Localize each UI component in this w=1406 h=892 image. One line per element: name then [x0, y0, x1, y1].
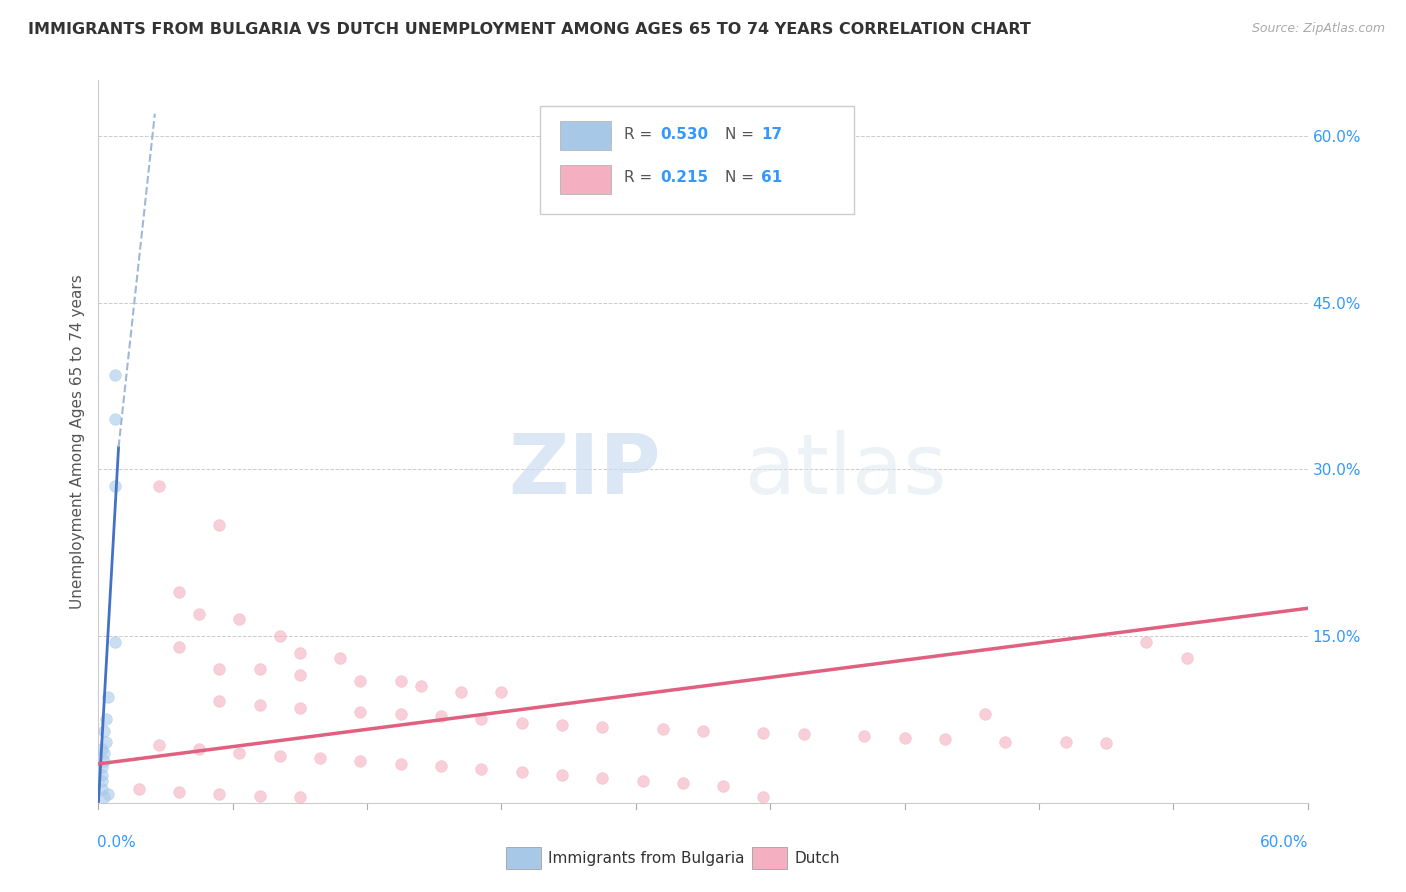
Point: [711, 779, 734, 793]
Point: [91, 760, 114, 774]
Text: 0.215: 0.215: [661, 170, 709, 186]
Point: [389, 756, 412, 771]
Point: [329, 651, 352, 665]
Text: N =: N =: [724, 127, 759, 142]
FancyBboxPatch shape: [561, 121, 612, 151]
Text: N =: N =: [724, 170, 759, 186]
Point: [470, 763, 492, 777]
Point: [430, 759, 453, 773]
Point: [96, 734, 118, 748]
Point: [409, 679, 432, 693]
Point: [167, 640, 190, 655]
Point: [96, 713, 118, 727]
Text: 61: 61: [761, 170, 782, 186]
Point: [91, 768, 114, 782]
Text: Immigrants from Bulgaria: Immigrants from Bulgaria: [548, 851, 745, 865]
FancyBboxPatch shape: [561, 165, 612, 194]
Point: [103, 479, 125, 493]
Point: [631, 773, 654, 788]
Point: [309, 751, 332, 765]
Point: [510, 715, 533, 730]
Text: R =: R =: [624, 170, 658, 186]
Text: Source: ZipAtlas.com: Source: ZipAtlas.com: [1251, 22, 1385, 36]
Text: atlas: atlas: [745, 430, 948, 511]
Point: [692, 723, 714, 738]
Point: [1175, 651, 1198, 665]
Point: [148, 738, 170, 752]
Point: [91, 742, 114, 756]
Point: [349, 673, 371, 688]
Text: 17: 17: [761, 127, 782, 142]
Point: [974, 706, 997, 721]
FancyBboxPatch shape: [540, 105, 855, 214]
Point: [994, 734, 1017, 748]
Point: [1095, 736, 1118, 750]
Text: ZIP: ZIP: [508, 430, 661, 511]
Point: [651, 723, 673, 737]
Point: [97, 690, 120, 705]
Point: [389, 673, 412, 688]
Point: [672, 776, 695, 790]
Point: [470, 713, 492, 727]
Point: [103, 412, 125, 426]
Point: [752, 725, 775, 739]
Point: [288, 668, 311, 682]
Point: [167, 785, 190, 799]
Text: Dutch: Dutch: [794, 851, 839, 865]
Point: [288, 646, 311, 660]
Point: [188, 742, 211, 756]
Point: [430, 709, 453, 723]
Point: [551, 718, 574, 732]
Point: [349, 705, 371, 719]
Point: [228, 746, 250, 760]
Point: [793, 727, 815, 741]
Point: [591, 720, 613, 734]
Point: [103, 368, 125, 382]
Point: [208, 517, 231, 532]
Point: [349, 754, 371, 768]
Text: 0.0%: 0.0%: [97, 835, 136, 850]
Point: [93, 754, 115, 768]
Point: [269, 629, 291, 643]
Point: [752, 790, 775, 805]
Point: [167, 584, 190, 599]
Point: [551, 768, 574, 782]
Y-axis label: Unemployment Among Ages 65 to 74 years: Unemployment Among Ages 65 to 74 years: [69, 274, 84, 609]
Point: [893, 731, 915, 746]
Text: 60.0%: 60.0%: [1260, 835, 1309, 850]
Point: [510, 764, 533, 779]
Point: [93, 723, 115, 738]
Point: [97, 787, 120, 801]
Point: [249, 662, 271, 676]
Point: [249, 789, 271, 804]
Point: [450, 684, 472, 698]
Point: [91, 782, 114, 797]
Point: [269, 749, 291, 764]
Point: [208, 662, 231, 676]
Point: [591, 772, 613, 786]
Point: [1054, 734, 1077, 748]
Text: 0.530: 0.530: [661, 127, 709, 142]
Point: [853, 729, 876, 743]
Point: [128, 782, 150, 797]
Point: [93, 746, 115, 760]
Point: [288, 790, 311, 805]
Point: [389, 706, 412, 721]
Point: [491, 684, 513, 698]
Point: [208, 693, 231, 707]
Point: [288, 701, 311, 715]
Point: [93, 790, 115, 805]
Point: [208, 787, 231, 801]
Point: [249, 698, 271, 712]
Point: [148, 479, 170, 493]
Text: R =: R =: [624, 127, 658, 142]
Point: [1135, 634, 1157, 648]
Text: IMMIGRANTS FROM BULGARIA VS DUTCH UNEMPLOYMENT AMONG AGES 65 TO 74 YEARS CORRELA: IMMIGRANTS FROM BULGARIA VS DUTCH UNEMPL…: [28, 22, 1031, 37]
Point: [103, 634, 125, 648]
Point: [228, 612, 250, 626]
Point: [91, 773, 114, 788]
Point: [934, 732, 956, 747]
Point: [188, 607, 211, 621]
